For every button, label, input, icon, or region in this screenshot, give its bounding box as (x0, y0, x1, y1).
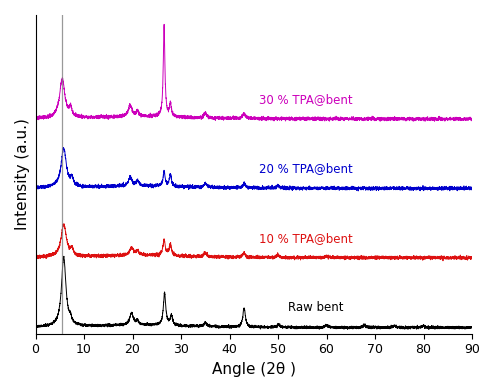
Text: 30 % TPA@bent: 30 % TPA@bent (259, 93, 352, 106)
Y-axis label: Intensity (a.u.): Intensity (a.u.) (15, 118, 30, 230)
Text: 20 % TPA@bent: 20 % TPA@bent (259, 162, 352, 176)
Text: 10 % TPA@bent: 10 % TPA@bent (259, 232, 352, 245)
X-axis label: Angle (2θ ): Angle (2θ ) (212, 362, 296, 377)
Text: Raw bent: Raw bent (288, 301, 343, 314)
